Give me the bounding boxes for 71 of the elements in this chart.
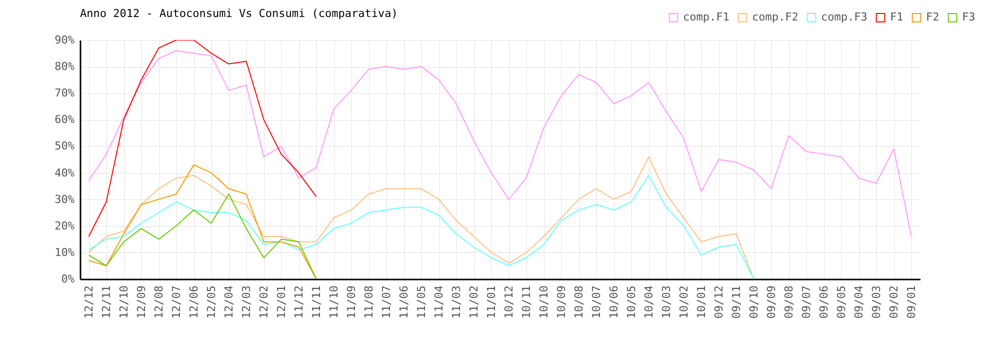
x-tick-label: 12/11 — [100, 286, 113, 319]
x-tick-label: 12/01 — [274, 286, 288, 319]
x-tick-label: 10/09 — [554, 286, 568, 319]
line-series — [88, 194, 317, 279]
x-tick-label: 11/08 — [362, 286, 376, 319]
x-tick-label: 09/06 — [817, 286, 830, 319]
x-tick-label: 12/08 — [152, 286, 166, 319]
x-tick-label: 11/01 — [484, 286, 498, 319]
y-tick-label: 0% — [61, 272, 75, 286]
line-series — [88, 50, 912, 238]
x-tick-label: 10/01 — [694, 286, 708, 319]
x-tick-label: 11/11 — [310, 286, 323, 319]
x-tick-label: 11/05 — [414, 286, 428, 319]
y-tick-label: 60% — [54, 113, 75, 126]
x-tick-label: 09/09 — [764, 286, 778, 319]
legend-label: comp.F2 — [752, 10, 798, 24]
x-tick-label: 11/06 — [397, 286, 410, 319]
x-tick-label: 09/05 — [834, 286, 848, 319]
x-tick-label: 10/11 — [520, 286, 533, 319]
x-tick-label: 12/09 — [134, 286, 148, 319]
line-series — [88, 156, 754, 279]
line-series — [88, 174, 754, 279]
x-tick-label: 12/02 — [257, 286, 270, 319]
x-tick-label: 11/04 — [432, 285, 446, 319]
x-tick-label: 10/04 — [642, 285, 656, 319]
x-tick-label: 11/10 — [327, 286, 340, 319]
legend-label: comp.F1 — [683, 10, 730, 24]
x-tick-label: 09/07 — [800, 286, 813, 319]
line-series — [88, 164, 317, 279]
line-series — [88, 40, 317, 238]
x-tick-label: 10/06 — [607, 286, 620, 319]
x-tick-label: 09/12 — [712, 286, 726, 319]
legend-label: comp.F3 — [821, 10, 868, 24]
x-tick-label: 09/11 — [730, 286, 743, 319]
x-tick-label: 12/10 — [117, 286, 130, 319]
x-tick-label: 12/03 — [240, 286, 253, 319]
legend-label: F2 — [926, 10, 940, 24]
y-tick-label: 50% — [54, 140, 75, 153]
x-tick-label: 10/07 — [590, 286, 603, 319]
y-tick-label: 10% — [54, 246, 75, 259]
x-tick-label: 11/07 — [380, 286, 393, 319]
x-tick-label: 11/02 — [467, 286, 480, 319]
x-tick-label: 10/02 — [677, 286, 690, 319]
x-tick-label: 09/03 — [870, 286, 883, 319]
x-tick-label: 12/05 — [204, 286, 218, 319]
x-tick-label: 09/01 — [904, 286, 918, 319]
x-tick-label: 09/10 — [747, 286, 760, 319]
x-tick-label: 10/05 — [624, 286, 638, 319]
x-tick-label: 12/04 — [222, 285, 236, 319]
legend-label: F1 — [890, 10, 904, 24]
x-tick-label: 10/10 — [537, 286, 550, 319]
x-tick-label: 09/04 — [852, 285, 866, 319]
x-tick-label: 10/03 — [660, 286, 673, 319]
y-tick-label: 40% — [54, 166, 75, 180]
y-tick-label: 20% — [54, 219, 75, 232]
x-tick-label: 12/07 — [170, 286, 183, 319]
x-tick-label: 11/09 — [344, 286, 358, 319]
x-tick-label: 12/12 — [82, 286, 96, 319]
y-tick-label: 80% — [54, 60, 75, 74]
chart-title: Anno 2012 - Autoconsumi Vs Consumi (comparativa) — [80, 7, 398, 20]
x-tick-label: 12/06 — [187, 286, 200, 319]
legend-label: F3 — [962, 10, 976, 24]
x-tick-label: 10/12 — [502, 286, 516, 319]
y-tick-label: 70% — [54, 86, 75, 100]
x-tick-label: 11/03 — [450, 286, 463, 319]
y-tick-label: 30% — [54, 192, 75, 206]
x-tick-label: 10/08 — [572, 286, 586, 319]
y-tick-label: 90% — [54, 34, 75, 46]
x-tick-label: 09/02 — [887, 286, 900, 319]
x-tick-label: 09/08 — [782, 286, 796, 319]
x-tick-label: 11/12 — [292, 286, 306, 319]
